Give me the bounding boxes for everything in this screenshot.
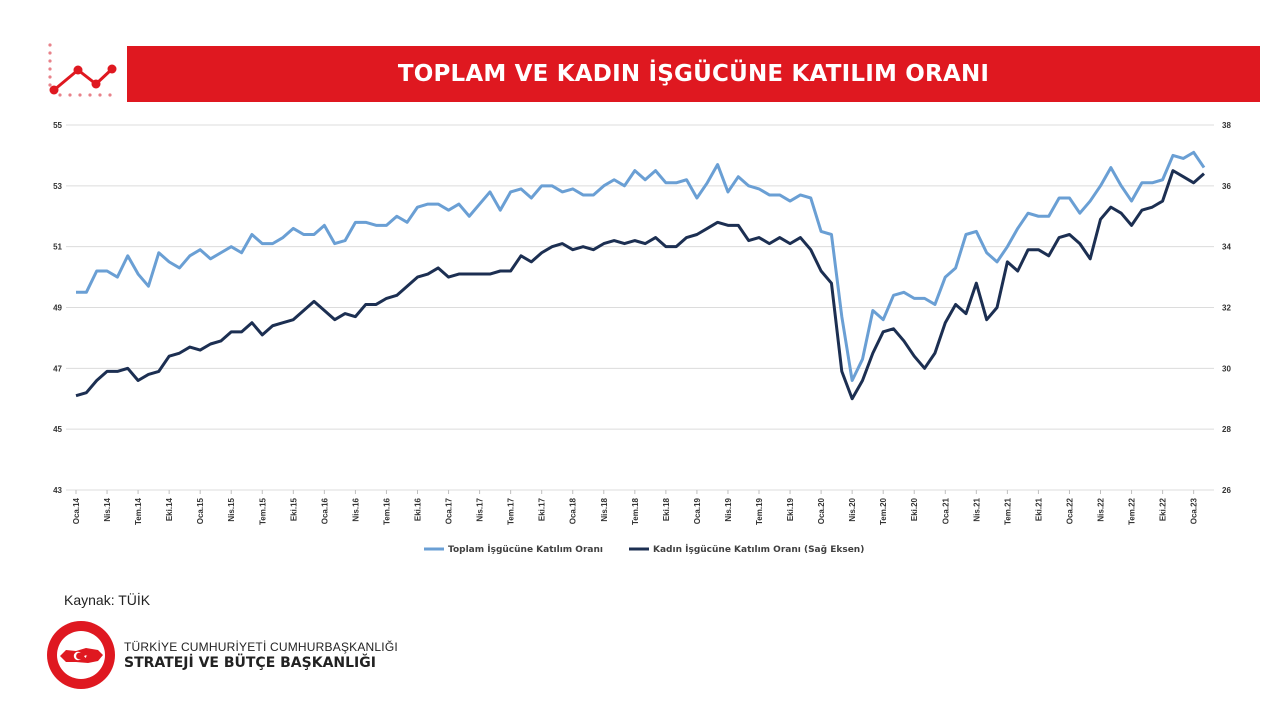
x-tick-label: Tem.16 <box>382 497 391 525</box>
x-tick-label: Eki.21 <box>1034 497 1043 521</box>
y2-tick-label: 38 <box>1222 121 1231 130</box>
x-tick-label: Eki.20 <box>910 497 919 521</box>
x-tick-label: Tem.15 <box>258 497 267 525</box>
x-tick-label: Nis.22 <box>1097 497 1106 521</box>
x-tick-label: Nis.21 <box>972 497 981 521</box>
x-tick-label: Oca.21 <box>941 497 950 524</box>
x-tick-label: Eki.19 <box>786 497 795 521</box>
x-tick-label: Oca.15 <box>196 497 205 524</box>
org-name-line2: STRATEJİ VE BÜTÇE BAŞKANLIĞI <box>124 655 376 671</box>
y-tick-label: 55 <box>53 121 62 130</box>
x-tick-label: Oca.23 <box>1190 497 1199 524</box>
y2-tick-label: 32 <box>1222 304 1231 313</box>
y-tick-label: 49 <box>53 304 62 313</box>
x-tick-label: Tem.22 <box>1128 497 1137 525</box>
y-tick-label: 47 <box>53 364 62 373</box>
series-line-women <box>75 169 1205 401</box>
x-tick-label: Eki.15 <box>289 497 298 521</box>
trend-chart-icon <box>48 43 117 97</box>
y2-tick-label: 36 <box>1222 182 1231 191</box>
x-tick-label: Tem.20 <box>879 497 888 525</box>
y2-tick-label: 30 <box>1222 364 1231 373</box>
x-tick-label: Tem.14 <box>134 497 143 525</box>
y2-tick-label: 26 <box>1222 486 1231 495</box>
x-tick-label: Eki.16 <box>414 497 423 521</box>
x-tick-label: Nis.18 <box>600 497 609 521</box>
x-tick-label: Nis.14 <box>103 497 112 521</box>
source-note: Kaynak: TÜİK <box>64 592 151 608</box>
x-tick-label: Oca.20 <box>817 497 826 524</box>
x-tick-label: Nis.17 <box>476 497 485 521</box>
y-tick-label: 51 <box>53 243 62 252</box>
x-tick-label: Nis.19 <box>724 497 733 521</box>
x-tick-label: Eki.14 <box>165 497 174 521</box>
y-tick-label: 53 <box>53 182 62 191</box>
x-tick-label: Oca.14 <box>72 497 81 524</box>
legend-label: Kadın İşgücüne Katılım Oranı (Sağ Eksen) <box>653 544 864 555</box>
legend-label: Toplam İşgücüne Katılım Oranı <box>448 544 603 555</box>
org-name-line1: TÜRKİYE CUMHURİYETİ CUMHURBAŞKANLIĞI <box>124 640 398 654</box>
x-tick-label: Tem.19 <box>755 497 764 525</box>
y-tick-label: 43 <box>53 486 62 495</box>
y2-tick-label: 28 <box>1222 425 1231 434</box>
x-axis: Oca.14 Nis.14 Tem.14 Eki.14 Oca.15 Nis.15 Tem.… <box>72 490 1199 525</box>
x-tick-label: Eki.17 <box>538 497 547 521</box>
x-tick-label: Tem.21 <box>1003 497 1012 525</box>
x-tick-label: Tem.18 <box>631 497 640 525</box>
title-bar: TOPLAM VE KADIN İŞGÜCÜNE KATILIM ORANI <box>127 46 1260 102</box>
x-tick-label: Oca.22 <box>1065 497 1074 524</box>
x-tick-label: Nis.16 <box>351 497 360 521</box>
x-tick-label: Eki.18 <box>662 497 671 521</box>
x-tick-label: Nis.20 <box>848 497 857 521</box>
x-tick-label: Eki.22 <box>1159 497 1168 521</box>
x-tick-label: Oca.17 <box>445 497 454 524</box>
right-axis: 26 28 30 32 34 36 38 <box>1222 121 1231 495</box>
y2-tick-label: 34 <box>1222 243 1231 252</box>
x-tick-label: Oca.18 <box>569 497 578 524</box>
page-title: TOPLAM VE KADIN İŞGÜCÜNE KATILIM ORANI <box>397 61 990 87</box>
x-tick-label: Nis.15 <box>227 497 236 521</box>
x-tick-label: Oca.19 <box>693 497 702 524</box>
series-lines <box>75 150 1206 401</box>
y-tick-label: 45 <box>53 425 62 434</box>
turkey-map-seal-icon <box>47 621 115 689</box>
line-chart: 43 45 47 49 51 53 55 26 28 30 32 34 36 38 Oca.14 Nis.… <box>53 121 1231 555</box>
left-axis: 43 45 47 49 51 53 55 <box>53 121 62 495</box>
gridlines <box>66 124 1214 491</box>
x-tick-label: Oca.16 <box>320 497 329 524</box>
series-line-total <box>76 150 1206 382</box>
x-tick-label: Tem.17 <box>507 497 516 525</box>
legend: Toplam İşgücüne Katılım Oranı Kadın İşgüc… <box>424 544 864 555</box>
